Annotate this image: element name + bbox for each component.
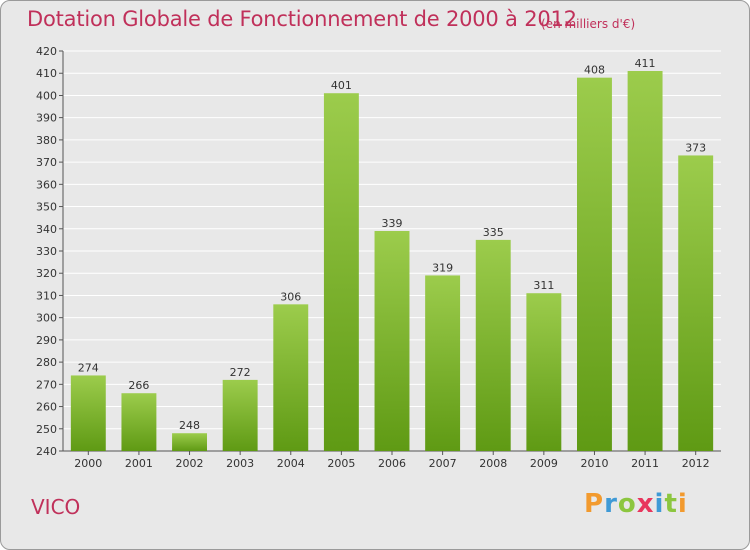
y-tick-label: 350 (36, 201, 57, 214)
bar (678, 155, 714, 451)
bar (222, 379, 258, 451)
y-tick-label: 420 (36, 45, 57, 58)
x-tick-label: 2000 (74, 457, 102, 470)
y-tick-label: 370 (36, 156, 57, 169)
x-tick-label: 2006 (378, 457, 406, 470)
x-tick-label: 2002 (176, 457, 204, 470)
data-label: 408 (584, 64, 605, 77)
labels: 240 250 260 270 280 290 300 310 320 330 340 350 360 3… (36, 45, 710, 470)
x-tick-label: 2003 (226, 457, 254, 470)
x-tick-label: 2007 (429, 457, 457, 470)
y-tick-label: 320 (36, 267, 57, 280)
bar (374, 231, 410, 451)
data-label: 401 (331, 79, 352, 92)
logo-letter: r (604, 489, 618, 519)
chart-subtitle: (en milliers d'€) (541, 17, 636, 31)
logo-letter: P (584, 489, 605, 519)
data-label: 319 (432, 261, 453, 274)
y-tick-label: 280 (36, 356, 57, 369)
commune-name: VICO (31, 495, 81, 519)
data-label: 311 (533, 279, 554, 292)
y-tick-label: 330 (36, 245, 57, 258)
data-label: 373 (685, 141, 706, 154)
data-label: 339 (382, 217, 403, 230)
y-tick-label: 290 (36, 334, 57, 347)
y-tick-label: 400 (36, 89, 57, 102)
bar (121, 393, 157, 451)
bar (627, 71, 663, 451)
x-tick-label: 2001 (125, 457, 153, 470)
x-tick-label: 2010 (580, 457, 608, 470)
data-label: 306 (280, 290, 301, 303)
x-tick-label: 2005 (327, 457, 355, 470)
chart-title: Dotation Globale de Fonctionnement de 20… (27, 7, 577, 31)
y-tick-label: 360 (36, 178, 57, 191)
data-label: 411 (635, 57, 656, 70)
x-tick-label: 2008 (479, 457, 507, 470)
bar (475, 239, 511, 451)
y-tick-label: 340 (36, 223, 57, 236)
data-label: 248 (179, 419, 200, 432)
logo-letter: i (677, 489, 688, 519)
bar (323, 93, 359, 451)
bar (526, 293, 562, 451)
y-tick-label: 390 (36, 112, 57, 125)
bar (425, 275, 461, 451)
y-tick-label: 410 (36, 67, 57, 80)
y-tick-label: 260 (36, 401, 57, 414)
y-tick-label: 270 (36, 378, 57, 391)
logo-letter: o (617, 489, 637, 519)
logo-letter: x (636, 489, 655, 519)
logo-letter: t (664, 489, 678, 519)
y-tick-label: 310 (36, 289, 57, 302)
bar (576, 77, 612, 452)
data-label: 274 (78, 361, 99, 374)
x-tick-label: 2011 (631, 457, 659, 470)
y-tick-label: 300 (36, 312, 57, 325)
x-tick-label: 2004 (277, 457, 305, 470)
logo-letter: i (654, 489, 665, 519)
data-label: 272 (230, 366, 251, 379)
y-tick-label: 240 (36, 445, 57, 458)
data-label: 335 (483, 226, 504, 239)
bar (172, 433, 208, 451)
y-tick-label: 380 (36, 134, 57, 147)
x-tick-label: 2012 (682, 457, 710, 470)
x-tick-label: 2009 (530, 457, 558, 470)
bar (70, 375, 106, 451)
y-tick-label: 250 (36, 423, 57, 436)
bar (273, 304, 309, 451)
proxiti-logo: Proxiti (584, 489, 688, 519)
data-label: 266 (128, 379, 149, 392)
bars (70, 71, 714, 452)
